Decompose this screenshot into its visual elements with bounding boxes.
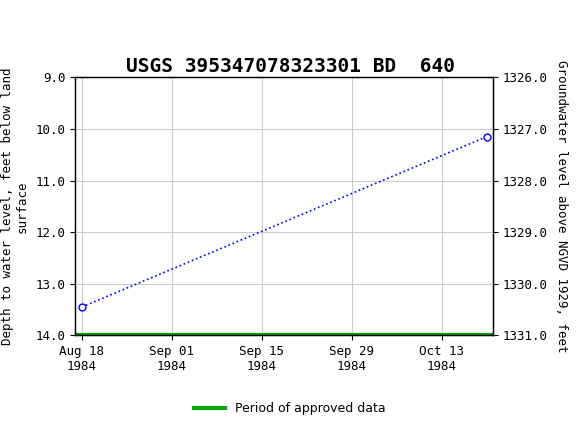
Legend: Period of approved data: Period of approved data (189, 397, 391, 420)
Text: USGS 395347078323301 BD  640: USGS 395347078323301 BD 640 (125, 57, 455, 76)
Y-axis label: Depth to water level, feet below land
surface: Depth to water level, feet below land su… (1, 68, 29, 345)
Y-axis label: Groundwater level above NGVD 1929, feet: Groundwater level above NGVD 1929, feet (554, 60, 568, 353)
Text: ≡USGS: ≡USGS (6, 16, 64, 35)
